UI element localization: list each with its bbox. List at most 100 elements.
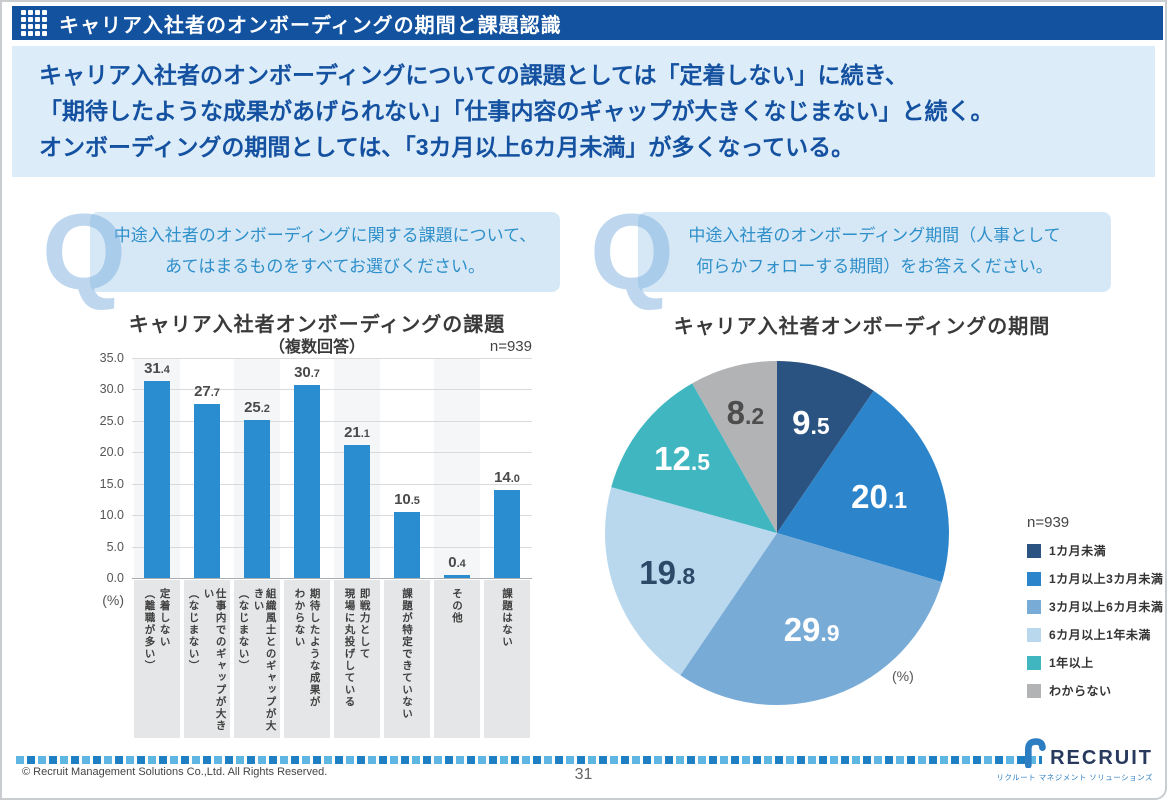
- legend-item: わからない: [1027, 682, 1163, 699]
- footer-divider: [16, 756, 1042, 764]
- category-label-column: 定着しない: [158, 588, 171, 648]
- gridline: [132, 483, 532, 485]
- y-tick-label: 0.0: [106, 571, 124, 585]
- category-label-column: その他: [451, 588, 464, 624]
- legend-label: 6カ月以上1年未満: [1049, 628, 1151, 642]
- category-label-column: （なじまない）: [237, 588, 250, 672]
- gridline: [132, 515, 532, 517]
- category-label: 期待したような成果が わからない: [284, 580, 330, 738]
- question-text: 中途入社者のオンボーディング期間（人事として: [688, 226, 1061, 246]
- bar-chart-title: キャリア入社者オンボーディングの課題: [128, 314, 506, 336]
- bar-chart-unit: (%): [102, 592, 124, 608]
- pie-slice-1: [777, 390, 949, 583]
- legend-label: 1カ月以上3カ月未満: [1049, 572, 1164, 586]
- bar-value-label: 30.7: [294, 364, 320, 382]
- category-label: その他: [434, 580, 480, 738]
- pie-slice-0: [777, 361, 874, 533]
- bar-chart-categories: 定着しない （離職が多い） 仕事内でのギャップが大きい （なじまない） 組織風土とのギャ…: [132, 580, 532, 738]
- y-tick-label: 10.0: [99, 508, 124, 523]
- y-tick-label: 15.0: [99, 476, 124, 491]
- legend-label: わからない: [1049, 684, 1112, 698]
- bar-value-label: 25.2: [244, 398, 270, 416]
- pie-slice-5: [692, 361, 777, 533]
- plot-band: [434, 358, 480, 578]
- question-box-right: 中途入社者のオンボーディング期間（人事として 何らかフォローする期間）をお答えく…: [638, 212, 1111, 292]
- bar: [344, 445, 370, 578]
- recruit-logo: RECRUIT リクルート マネジメント ソリューションズ: [996, 738, 1153, 783]
- bar: [194, 403, 220, 578]
- legend-label: 1カ月未満: [1049, 544, 1107, 558]
- question-text: 何らかフォローする期間）をお答えください。: [696, 257, 1053, 276]
- legend-item: 3カ月以上6カ月未満: [1027, 598, 1163, 615]
- question-text: 中途入社者のオンボーディングに関する課題について、: [113, 226, 537, 246]
- pie-value-label: 8.2: [726, 394, 765, 432]
- bar: [394, 512, 420, 578]
- question-box-left: 中途入社者のオンボーディングに関する課題について、 あてはまるものをすべてお選び…: [90, 212, 560, 292]
- category-label-column: わからない: [293, 588, 306, 648]
- y-tick-label: 30.0: [99, 382, 124, 397]
- pie-slice-3: [605, 487, 777, 676]
- page-title: キャリア入社者のオンボーディングの期間と課題認識: [59, 14, 562, 37]
- grid-icon: [21, 10, 47, 36]
- bar-value-label: 0.4: [448, 554, 466, 572]
- category-label: 即戦力として 現場に丸投げしている: [334, 580, 380, 738]
- legend-item: 1年以上: [1027, 654, 1163, 671]
- summary-line: キャリア入社者のオンボーディングについての課題としては「定着しない」に続き、: [39, 62, 908, 88]
- y-tick-label: 35.0: [99, 351, 124, 365]
- logo-subtext: リクルート マネジメント ソリューションズ: [996, 773, 1153, 782]
- pie-value-label: 29.9: [783, 611, 840, 649]
- bar: [144, 380, 170, 578]
- y-tick-label: 5.0: [106, 539, 124, 554]
- copyright: © Recruit Management Solutions Co.,Ltd. …: [22, 766, 328, 778]
- legend-swatch: [1027, 683, 1041, 698]
- slide-header: キャリア入社者のオンボーディングの期間と課題認識: [12, 6, 1163, 40]
- category-label: 仕事内でのギャップが大きい （なじまない）: [184, 580, 230, 738]
- legend-swatch: [1027, 543, 1041, 558]
- bar-value-label: 31.4: [144, 359, 170, 377]
- summary-line: オンボーディングの期間としては、「3カ月以上6カ月未満」が多くなっている。: [39, 134, 855, 161]
- category-label: 課題が特定できていない: [384, 580, 430, 738]
- pie-value-label: 20.1: [851, 477, 908, 515]
- bar: [444, 575, 470, 578]
- legend-swatch: [1027, 571, 1041, 586]
- bar: [244, 419, 270, 578]
- summary-box: キャリア入社者のオンボーディングについての課題としては「定着しない」に続き、 「…: [12, 46, 1155, 177]
- legend-item: 6カ月以上1年未満: [1027, 626, 1163, 643]
- category-label-column: （なじまない）: [187, 588, 200, 672]
- q-mark-right: Q: [590, 191, 675, 312]
- category-label-column: 即戦力として: [358, 588, 371, 660]
- gridline: [132, 546, 532, 548]
- bar-value-label: 10.5: [394, 491, 420, 508]
- gridline: [132, 452, 532, 454]
- pie-chart-n: n=939: [1027, 514, 1070, 531]
- page-number: 31: [574, 766, 593, 783]
- legend-swatch: [1027, 655, 1041, 670]
- gridline: [132, 358, 532, 359]
- bar: [294, 385, 320, 578]
- bar-chart-subtitle: （複数回答）: [268, 339, 365, 356]
- y-tick-label: 25.0: [99, 413, 124, 428]
- gridline: [132, 389, 532, 391]
- legend-label: 1年以上: [1049, 656, 1094, 670]
- pie-value-label: 9.5: [792, 403, 830, 441]
- legend-swatch: [1027, 627, 1041, 642]
- legend-label: 3カ月以上6カ月未満: [1049, 600, 1164, 614]
- gridline: [132, 420, 532, 422]
- category-label-column: 課題はない: [501, 588, 514, 648]
- category-label: 定着しない （離職が多い）: [134, 580, 180, 738]
- bar-value-label: 14.0: [494, 469, 520, 486]
- category-label-column: 課題が特定できていない: [401, 588, 414, 720]
- bar-chart-y-axis: 35.0 30.0 25.0 20.0 15.0 10.0 5.0 0.0: [74, 351, 124, 585]
- category-label: 課題はない: [484, 580, 530, 738]
- bar-chart-plot: 31.4 27.7 25.2 30.7 21.1 10.5 0.4 14.0: [132, 358, 532, 579]
- pie-slice-2: [680, 533, 942, 705]
- category-label-column: 現場に丸投げしている: [343, 588, 356, 708]
- q-mark-left: Q: [42, 191, 127, 312]
- bar: [494, 490, 520, 578]
- pie-value-label: 12.5: [654, 439, 711, 477]
- recruit-r-icon: [1025, 738, 1046, 768]
- summary-line: 「期待したような成果があげられない」「仕事内容のギャップが大きくなじまない」と続…: [39, 98, 994, 125]
- pie-slice-4: [611, 383, 777, 533]
- pie-chart-unit: (%): [892, 668, 914, 684]
